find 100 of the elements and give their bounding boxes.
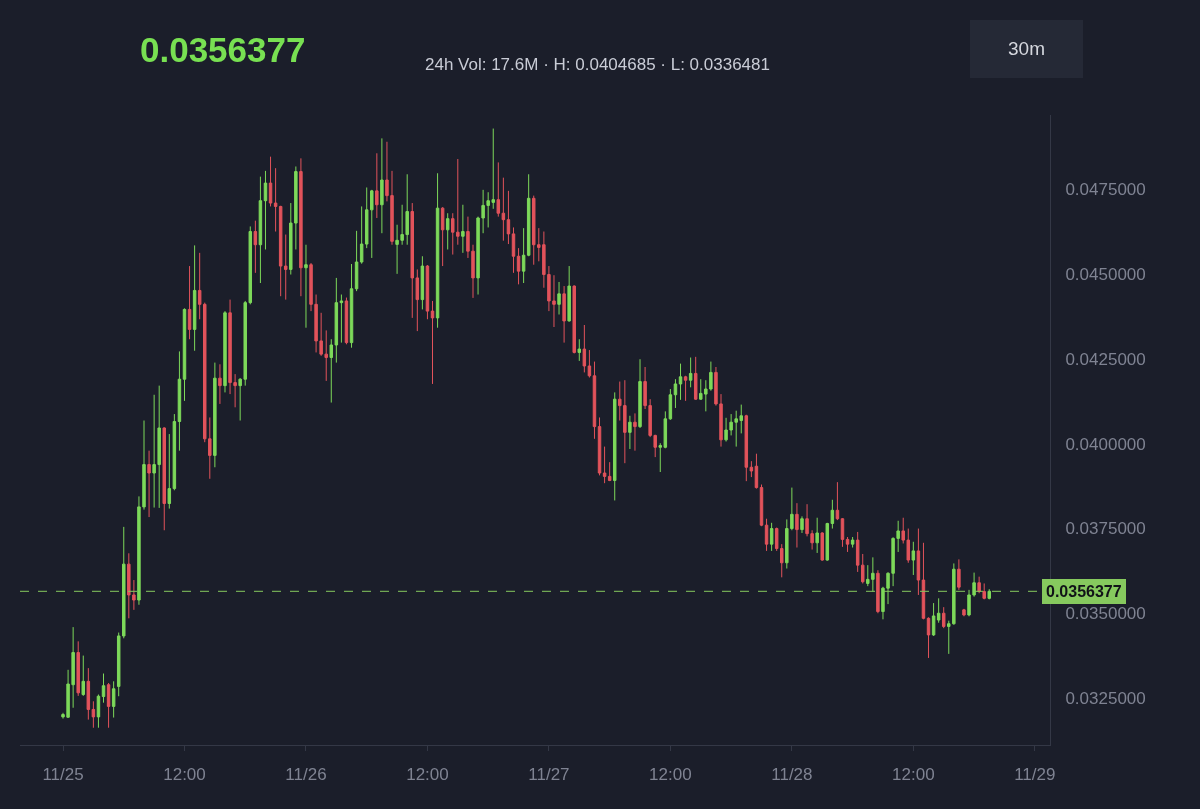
candlestick <box>258 176 263 284</box>
candlestick <box>800 515 804 534</box>
candlestick <box>263 170 268 250</box>
x-tick-label: 11/29 <box>1014 765 1056 785</box>
candlestick <box>435 172 440 329</box>
candlestick <box>445 212 450 250</box>
candlestick <box>936 597 941 624</box>
candlestick <box>187 265 192 340</box>
candlestick <box>916 528 921 596</box>
candlestick <box>349 263 354 349</box>
candlestick <box>223 310 227 393</box>
y-tick-label: 0.0450000 <box>1065 265 1146 285</box>
candlestick <box>633 412 637 452</box>
x-tick-label: 11/27 <box>528 765 570 785</box>
candlestick <box>835 481 840 521</box>
candlestick <box>962 608 966 617</box>
x-tick-label: 11/28 <box>771 765 813 785</box>
candlestick <box>795 502 799 549</box>
candlestick <box>577 338 582 362</box>
chart-title: 0.0356377 <box>140 30 306 70</box>
candlestick <box>820 531 824 562</box>
candlestick <box>375 152 379 219</box>
candlestick <box>299 157 303 297</box>
candlestick <box>182 307 187 402</box>
candlestick <box>911 541 916 576</box>
x-tick-label: 12:00 <box>406 765 449 785</box>
candlestick <box>926 616 931 659</box>
candlestick <box>982 582 986 600</box>
candlestick <box>91 700 96 729</box>
candlestick <box>461 204 465 254</box>
candlestick <box>567 265 571 323</box>
candlestick <box>96 694 101 729</box>
candlestick <box>86 667 91 721</box>
candlestick <box>688 357 693 388</box>
candlestick <box>430 300 435 385</box>
candlestick <box>354 230 359 292</box>
candlestick <box>977 576 981 594</box>
candlestick <box>744 414 749 482</box>
candlestick <box>931 602 936 637</box>
candlestick <box>592 361 597 440</box>
candlestick <box>582 324 587 373</box>
candlestick <box>106 682 111 729</box>
candlestick <box>420 255 425 310</box>
x-tick-label: 12:00 <box>649 765 692 785</box>
candlestick <box>957 558 961 591</box>
candlestick <box>273 167 278 233</box>
candlestick <box>845 536 850 553</box>
candlestick <box>562 285 566 344</box>
candlestick <box>987 588 991 600</box>
candlestick <box>628 415 632 450</box>
ref-line-label: 0.0356377 <box>1046 583 1122 600</box>
y-tick-label: 0.0475000 <box>1065 180 1146 200</box>
candlestick <box>111 680 116 719</box>
y-tick-label: 0.0350000 <box>1065 603 1146 623</box>
candlestick <box>192 244 197 352</box>
x-tick-label: 12:00 <box>163 765 206 785</box>
x-tick-label: 11/25 <box>42 765 84 785</box>
candlestick <box>673 378 678 409</box>
candlestick <box>339 294 344 344</box>
candlestick <box>440 206 445 267</box>
candlestick <box>693 356 698 401</box>
candlestick <box>602 446 607 484</box>
candlestick <box>678 363 683 401</box>
candlestick <box>76 640 80 697</box>
candlestick <box>876 569 880 614</box>
candlestick <box>253 220 258 274</box>
candlestick <box>425 264 430 320</box>
candlestick <box>921 542 926 620</box>
candlestick <box>587 349 592 378</box>
x-tick-label: 12:00 <box>892 765 935 785</box>
x-tick-label: 11/26 <box>285 765 327 785</box>
candlestick <box>218 363 222 405</box>
candlestick <box>815 517 819 554</box>
candlestick <box>304 244 308 329</box>
candlestick <box>516 247 521 285</box>
candlestick <box>607 461 612 482</box>
candlestick <box>572 284 576 354</box>
candlestick <box>506 190 511 245</box>
y-tick-label: 0.0375000 <box>1065 519 1146 539</box>
candlestick <box>380 137 384 234</box>
candlestick <box>101 673 106 704</box>
candlestick <box>177 350 182 452</box>
candlestick <box>81 655 86 697</box>
candlestick <box>840 517 845 548</box>
candlestick <box>850 536 855 549</box>
y-tick-label: 0.0400000 <box>1065 434 1146 454</box>
text: 30m <box>1008 38 1045 59</box>
candlestick <box>162 426 166 531</box>
candlestick <box>597 416 602 476</box>
candlestick <box>941 606 946 629</box>
y-tick-label: 0.0325000 <box>1065 688 1146 708</box>
candlestick <box>764 518 769 552</box>
candlestick <box>147 450 151 518</box>
chart-subtitle: 24h Vol: 17.6M · H: 0.0404685 · L: 0.0336481 <box>425 55 770 74</box>
candlestick <box>769 522 774 552</box>
candlestick <box>213 362 217 468</box>
candlestick <box>754 453 759 490</box>
y-tick-label: 0.0425000 <box>1065 349 1146 369</box>
candlestick <box>638 358 642 429</box>
candlestick <box>511 226 516 274</box>
